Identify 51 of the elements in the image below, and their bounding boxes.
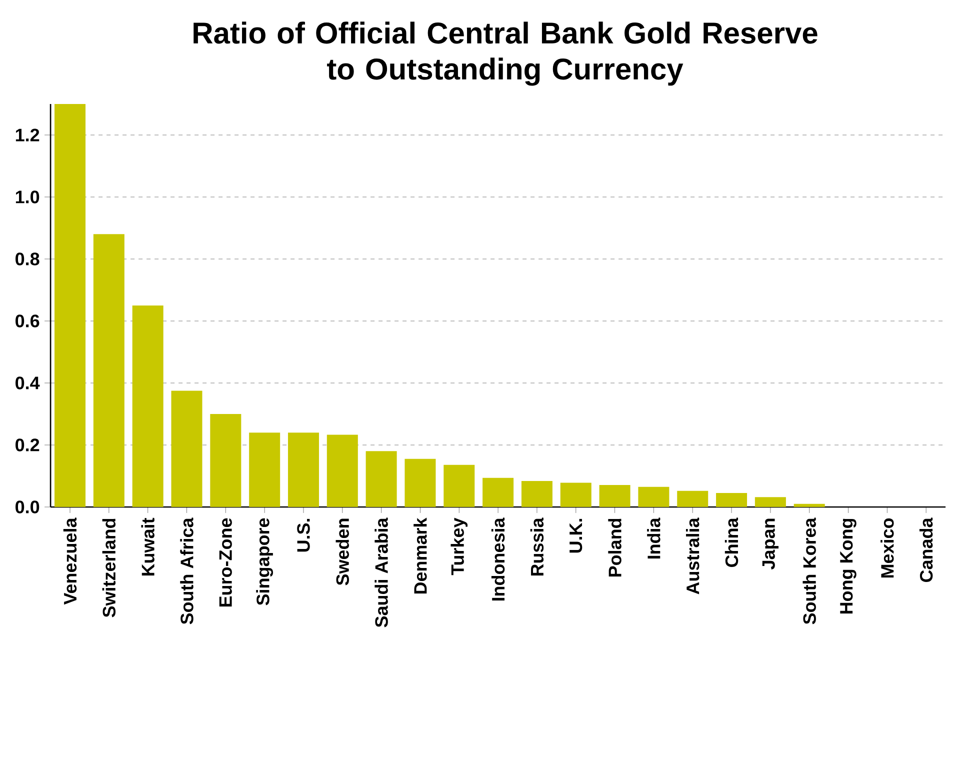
x-tick-label: Australia [686,518,700,594]
bar [404,458,436,507]
x-tick-label: Canada [919,518,933,582]
bar [288,432,319,507]
bar [794,504,825,507]
bar [716,493,748,507]
x-tick-label: Euro-Zone [219,518,232,606]
x-tick-label: Turkey [450,518,468,576]
y-tick-label: 1.2 [16,128,40,142]
x-tick-label: India [647,518,660,558]
x-tick-label: Kuwait [141,518,154,576]
chart-title: Ratio of Official Central Bank Gold Reserve to Outstanding Currency [194,22,818,86]
bar [482,478,514,507]
bar [638,486,670,507]
bar [249,432,280,507]
x-tick-label: Hong Kong [840,518,856,614]
bar [599,484,630,507]
x-tick-label: Russia [530,518,544,576]
x-tick-label: Switzerland [102,518,116,618]
x-tick-label: China [724,518,738,567]
x-tick-label: Sweden [336,518,349,586]
x-tick-label: Venezuela [63,518,77,605]
bar [754,497,786,507]
y-tick-label: 0.4 [16,376,40,390]
x-tick-label: U.K. [570,518,582,553]
bar [366,451,397,507]
bar [677,490,708,507]
x-tick-label: Singapore [256,518,273,606]
bar [560,482,592,507]
x-tick-label: Japan [762,518,779,570]
x-tick-label: South Africa [180,518,194,624]
bar [171,390,202,507]
y-tick-label: 0.6 [16,314,40,328]
bar [54,104,86,507]
x-tick-label: Poland [608,518,622,576]
bar [444,464,475,507]
bar [521,480,552,507]
bar [210,414,242,507]
y-tick-label: 0.2 [16,438,40,452]
x-tick-label: South Korea [802,518,816,624]
y-tick-label: 1.0 [16,190,40,204]
x-tick-label: Denmark [414,518,427,594]
bar [132,305,164,507]
bar [93,234,124,507]
x-tick-label: U.S. [297,518,310,552]
y-tick-label: 0.0 [16,500,40,514]
x-tick-label: Indonesia [491,518,505,600]
bar [326,434,358,507]
y-tick-label: 0.8 [16,252,40,266]
x-tick-label: Mexico [880,518,894,578]
x-tick-label: Saudi Arabia [374,518,388,628]
